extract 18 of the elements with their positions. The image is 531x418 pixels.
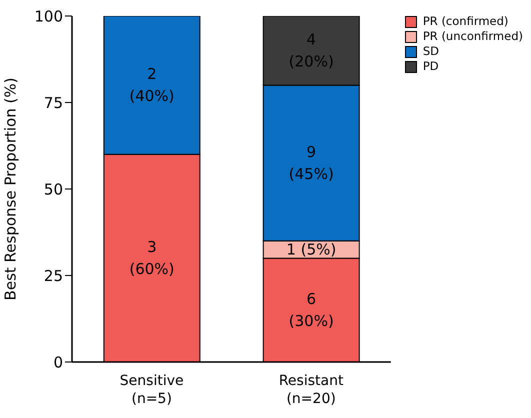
legend-label: SD [422,44,440,59]
y-tick-label: 75 [44,94,63,112]
legend-label: PR (unconfirmed) [422,29,523,44]
x-tick-label: Resistant (n=20) [278,373,344,407]
data-label: 3 (60%) [129,238,174,278]
data-label: 9 (45%) [288,143,334,184]
y-tick-label: 100 [34,7,63,26]
data-label: 2 (40%) [129,65,174,106]
y-tick-label: 50 [44,180,63,198]
data-label: 6 (30%) [288,290,334,330]
x-tick-label: Sensitive (n=5) [120,373,184,407]
y-axis-title: Best Response Proportion (%) [1,78,20,300]
legend-label: PD [422,59,439,74]
legend-label: PR (confirmed) [422,14,508,29]
data-label: 1 (5%) [286,240,336,259]
y-tick-label: 25 [44,266,63,285]
y-tick-label: 0 [53,353,63,372]
data-label: 4 (20%) [288,30,334,71]
